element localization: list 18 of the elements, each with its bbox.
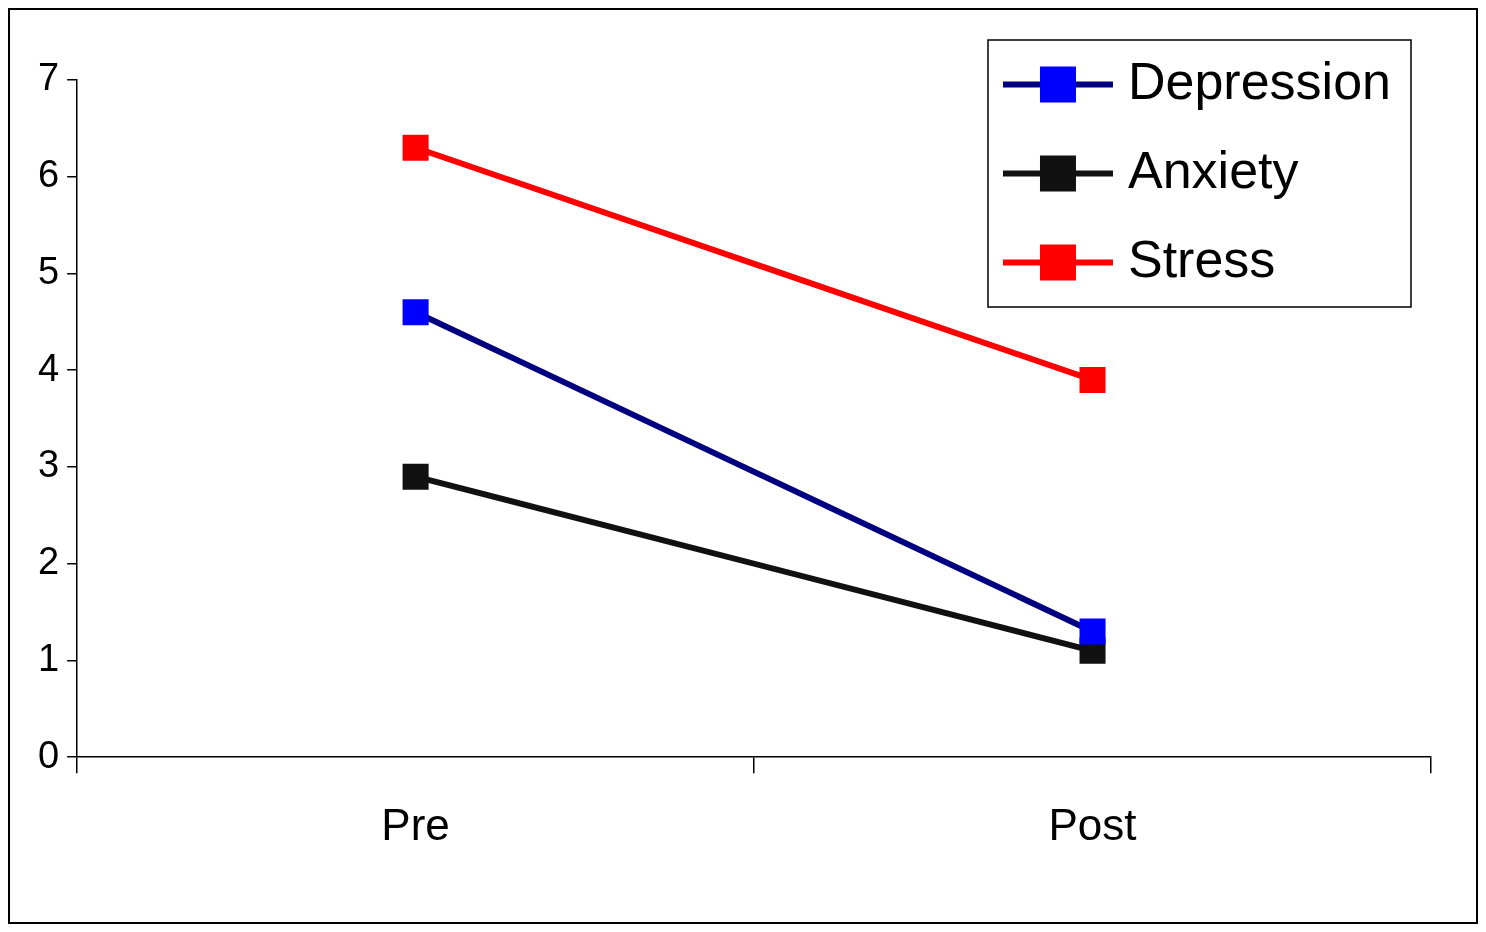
point — [1079, 618, 1106, 645]
y-tick-label: 3 — [37, 443, 60, 486]
y-tick-label: 1 — [37, 636, 60, 679]
legend-label: Anxiety — [1127, 140, 1299, 199]
y-tick-label: 7 — [37, 56, 60, 99]
x-tick-label: Post — [1048, 799, 1137, 849]
point — [1079, 366, 1106, 393]
point — [402, 463, 429, 490]
y-tick-label: 2 — [37, 540, 60, 583]
y-tick-label: 5 — [37, 249, 60, 292]
y-tick-label: 0 — [37, 733, 60, 776]
point — [402, 299, 429, 326]
legend-label: Depression — [1127, 51, 1392, 110]
y-tick-label: 6 — [37, 153, 60, 196]
legend-label: Stress — [1127, 229, 1276, 288]
y-tick-label: 4 — [37, 346, 60, 389]
point — [402, 134, 429, 161]
x-tick-label: Pre — [381, 799, 450, 849]
